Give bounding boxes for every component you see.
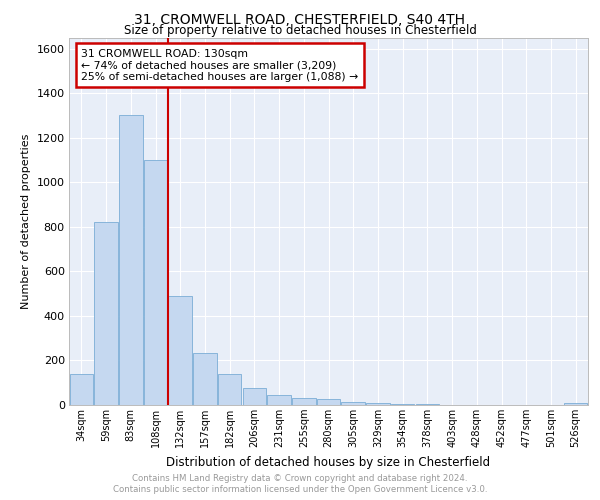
Bar: [94, 222, 118, 405]
Bar: [193, 352, 217, 405]
Text: Size of property relative to detached houses in Chesterfield: Size of property relative to detached ho…: [124, 24, 476, 37]
Text: Contains HM Land Registry data © Crown copyright and database right 2024.
Contai: Contains HM Land Registry data © Crown c…: [113, 474, 487, 494]
Text: 31, CROMWELL ROAD, CHESTERFIELD, S40 4TH: 31, CROMWELL ROAD, CHESTERFIELD, S40 4TH: [134, 12, 466, 26]
Text: 31 CROMWELL ROAD: 130sqm
← 74% of detached houses are smaller (3,209)
25% of sem: 31 CROMWELL ROAD: 130sqm ← 74% of detach…: [82, 48, 359, 82]
Bar: [317, 399, 340, 405]
Bar: [119, 116, 143, 405]
Bar: [341, 402, 365, 405]
Bar: [564, 403, 587, 405]
Bar: [70, 374, 93, 405]
X-axis label: Distribution of detached houses by size in Chesterfield: Distribution of detached houses by size …: [166, 456, 491, 468]
Bar: [416, 404, 439, 405]
Bar: [242, 388, 266, 405]
Bar: [218, 374, 241, 405]
Bar: [169, 296, 192, 405]
Bar: [366, 403, 389, 405]
Bar: [292, 398, 316, 405]
Bar: [391, 404, 415, 405]
Bar: [268, 394, 291, 405]
Y-axis label: Number of detached properties: Number of detached properties: [21, 134, 31, 309]
Bar: [144, 160, 167, 405]
